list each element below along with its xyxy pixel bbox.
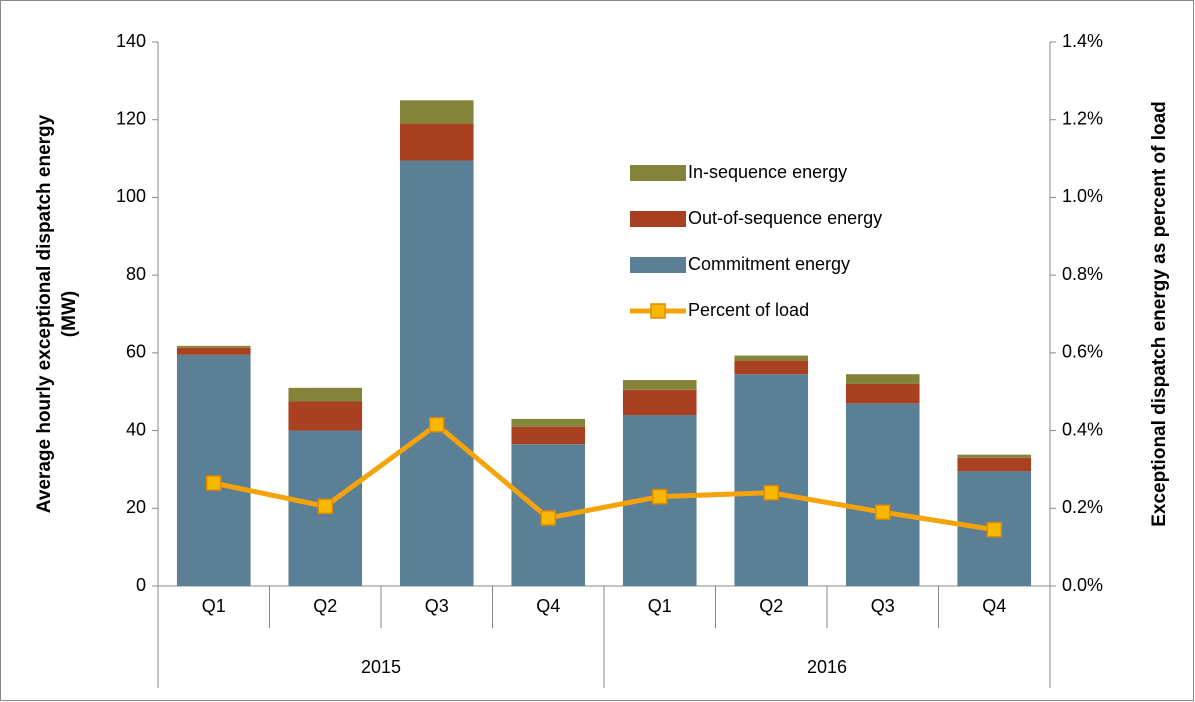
- x-tick-label: Q4: [982, 596, 1006, 616]
- bar-segment: [957, 457, 1032, 472]
- y2-tick-label: 0.4%: [1062, 419, 1103, 439]
- bar-segment: [845, 383, 920, 404]
- bar-segment: [957, 454, 1032, 458]
- line-marker: [652, 488, 668, 505]
- bar-segment: [734, 374, 809, 586]
- bar-segment: [622, 380, 697, 390]
- bar-segment: [288, 401, 363, 431]
- legend-swatch: [630, 211, 686, 227]
- y2-tick-label: 1.0%: [1062, 186, 1103, 206]
- y2-axis-label: Exceptional dispatch energy as percent o…: [1149, 101, 1170, 527]
- legend-label: Out-of-sequence energy: [688, 208, 882, 228]
- x-tick-label: Q3: [425, 596, 449, 616]
- x-tick-label: Q2: [759, 596, 783, 616]
- bar-segment: [399, 100, 474, 124]
- legend-label: In-sequence energy: [688, 162, 847, 182]
- y2-tick-label: 1.2%: [1062, 108, 1103, 128]
- y2-tick-label: 1.4%: [1062, 31, 1103, 51]
- y2-tick-label: 0.2%: [1062, 497, 1103, 517]
- x-tick-label: Q3: [871, 596, 895, 616]
- bar-segment: [176, 347, 251, 355]
- legend-label: Commitment energy: [688, 254, 850, 274]
- bar-segment: [734, 355, 809, 361]
- legend-swatch: [630, 257, 686, 273]
- y2-tick-label: 0.6%: [1062, 342, 1103, 362]
- bar-segment: [288, 387, 363, 402]
- legend-marker: [650, 303, 666, 319]
- bar-segment: [176, 354, 251, 586]
- x-tick-label: Q2: [313, 596, 337, 616]
- line-marker: [540, 510, 556, 526]
- legend-swatch: [630, 165, 686, 181]
- y-tick-label: 140: [116, 31, 146, 51]
- bar-segment: [511, 426, 586, 445]
- line-series: [213, 421, 995, 533]
- y-tick-label: 60: [126, 342, 146, 362]
- bar-segment: [622, 389, 697, 416]
- bar-segment: [845, 374, 920, 384]
- line-marker: [763, 484, 779, 501]
- y-axis-label: (MW): [59, 291, 80, 337]
- x-tick-label: Q1: [202, 596, 226, 616]
- y-tick-label: 0: [136, 575, 146, 595]
- y2-tick-label: 0.0%: [1062, 575, 1103, 595]
- legend-label: Percent of load: [688, 300, 809, 320]
- line-marker: [875, 504, 891, 520]
- bar-segment: [845, 403, 920, 586]
- x-tick-label: Q4: [536, 596, 560, 616]
- y-tick-label: 80: [126, 264, 146, 284]
- x-tick-label: Q1: [648, 596, 672, 616]
- line-marker: [986, 521, 1002, 538]
- y-tick-label: 40: [126, 419, 146, 439]
- group-label: 2015: [361, 657, 401, 677]
- y2-tick-label: 0.8%: [1062, 264, 1103, 284]
- line-marker: [429, 416, 445, 433]
- y-tick-label: 120: [116, 108, 146, 128]
- bar-segment: [511, 418, 586, 427]
- bar-segment: [734, 360, 809, 375]
- y-tick-label: 100: [116, 186, 146, 206]
- bar-segment: [399, 160, 474, 586]
- bar-segment: [176, 345, 251, 348]
- y-tick-label: 20: [126, 497, 146, 517]
- group-label: 2016: [807, 657, 847, 677]
- line-marker: [317, 498, 333, 515]
- y-axis-label: Average hourly exceptional dispatch ener…: [34, 114, 55, 513]
- line-marker: [206, 475, 222, 491]
- bar-segment: [399, 123, 474, 161]
